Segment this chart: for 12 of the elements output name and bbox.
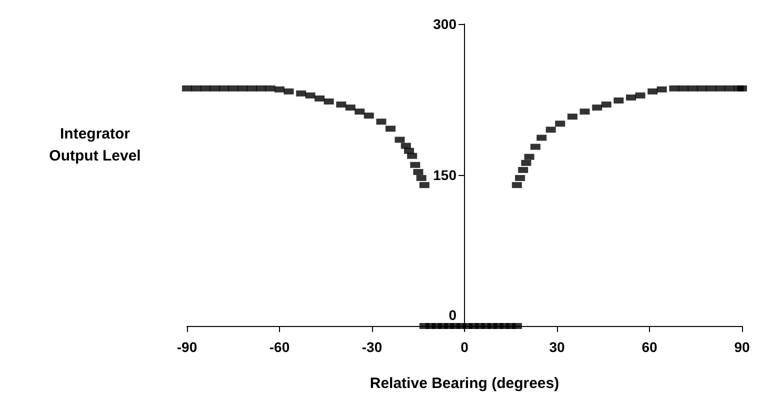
y-axis-title: Integrator Output Level	[49, 126, 141, 164]
x-tick-label: -90	[176, 339, 198, 355]
x-tick-label: 0	[460, 339, 469, 355]
x-tick-label: 60	[642, 339, 658, 355]
x-tick-label: -60	[269, 339, 290, 355]
x-tick-label: 30	[549, 339, 565, 355]
x-tick-label: 90	[734, 339, 750, 355]
y-tick-label: 150	[433, 167, 457, 183]
y-tick-label: 0	[448, 307, 457, 323]
y-tick-label: 300	[433, 16, 457, 32]
x-axis-title: Relative Bearing (degrees)	[370, 375, 560, 392]
x-tick-label: -30	[362, 339, 382, 355]
